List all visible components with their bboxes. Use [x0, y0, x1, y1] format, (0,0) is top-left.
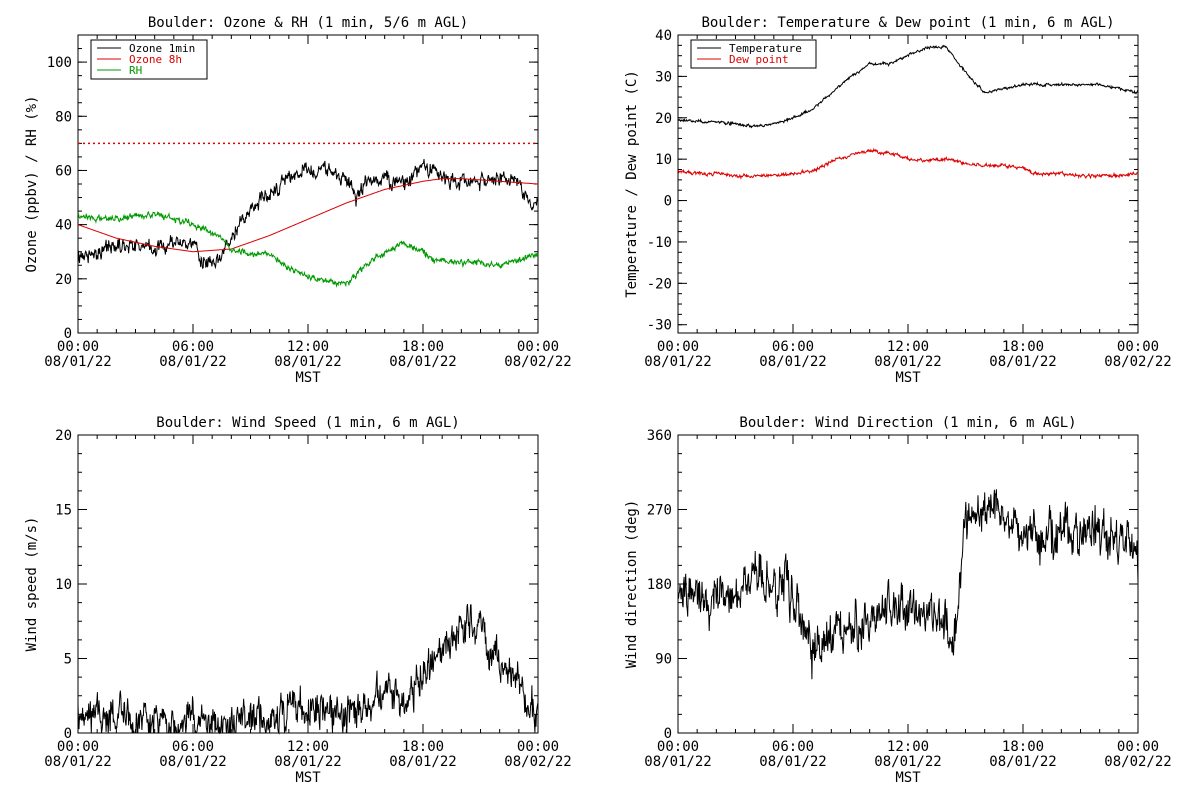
x-tick-label-time: 00:00 [57, 339, 99, 355]
x-tick-label-time: 00:00 [57, 739, 99, 755]
y-axis-label: Wind speed (m/s) [24, 517, 40, 652]
legend-label: RH [129, 64, 142, 77]
x-tick-label-time: 12:00 [287, 739, 329, 755]
x-tick-label-date: 08/01/22 [874, 754, 941, 770]
y-tick-label: -10 [647, 235, 672, 251]
series-line-data [77, 603, 539, 735]
y-tick-label: 20 [55, 428, 72, 444]
y-tick-label: 30 [655, 69, 672, 85]
ozone-rh-panel: Boulder: Ozone & RH (1 min, 5/6 m AGL) 0 2… [24, 15, 572, 386]
x-tick-label-date: 08/01/22 [159, 354, 226, 370]
legend-label: Ozone 8h [129, 53, 182, 66]
y-tick-label: 15 [55, 503, 72, 519]
y-tick-label: 60 [55, 163, 72, 179]
y-tick-label: -30 [647, 318, 672, 334]
x-tick-label-time: 06:00 [172, 739, 214, 755]
x-axis-label: MST [895, 770, 921, 786]
y-tick-label: 20 [55, 272, 72, 288]
x-tick-label-date: 08/01/22 [874, 354, 941, 370]
x-tick-label-time: 00:00 [517, 739, 559, 755]
y-tick-label: 0 [664, 194, 672, 210]
x-tick-label-time: 12:00 [287, 339, 329, 355]
x-tick-label-time: 12:00 [887, 739, 929, 755]
plot-frame [77, 434, 539, 734]
y-axis-label: Ozone (ppbv) / RH (%) [24, 95, 40, 272]
legend-label: Dew point [729, 53, 789, 66]
x-tick-label-date: 08/02/22 [504, 354, 571, 370]
y-tick-label: 10 [655, 152, 672, 168]
x-tick-label-time: 00:00 [1117, 339, 1159, 355]
y-tick-label: 10 [55, 577, 72, 593]
chart-title: Boulder: Ozone & RH (1 min, 5/6 m AGL) [148, 15, 468, 31]
series-line-dew-point [677, 147, 1139, 181]
wind-speed-panel: Boulder: Wind Speed (1 min, 6 m AGL) 0 5 10… [24, 415, 572, 786]
x-tick-label-date: 08/01/22 [274, 354, 341, 370]
x-tick-label-time: 12:00 [887, 339, 929, 355]
y-axis-label: Wind direction (deg) [624, 500, 640, 669]
x-tick-label-time: 06:00 [172, 339, 214, 355]
y-tick-label: 0 [64, 726, 72, 742]
x-tick-label-date: 08/02/22 [1104, 354, 1171, 370]
y-tick-label: 0 [64, 326, 72, 342]
series-line-ozone-1min [77, 158, 539, 270]
y-axis-label: Temperature / Dew point (C) [624, 70, 640, 298]
x-tick-label-time: 00:00 [517, 339, 559, 355]
x-tick-label-date: 08/01/22 [44, 354, 111, 370]
legend-label: Temperature [729, 42, 802, 55]
legend-label: Ozone 1min [129, 42, 195, 55]
series-line-ozone-8h [77, 178, 538, 253]
x-tick-label-time: 06:00 [772, 339, 814, 355]
x-tick-label-date: 08/02/22 [1104, 754, 1171, 770]
x-tick-label-date: 08/01/22 [644, 354, 711, 370]
x-tick-label-time: 00:00 [657, 739, 699, 755]
x-tick-label-date: 08/01/22 [759, 754, 826, 770]
x-tick-label-date: 08/01/22 [44, 754, 111, 770]
y-tick-label: 40 [55, 218, 72, 234]
x-tick-label-date: 08/02/22 [504, 754, 571, 770]
x-tick-label-time: 18:00 [1002, 739, 1044, 755]
x-tick-label-date: 08/01/22 [989, 754, 1056, 770]
legend-box [690, 39, 817, 69]
x-axis-label: MST [295, 770, 321, 786]
x-tick-label-time: 00:00 [1117, 739, 1159, 755]
y-tick-label: 0 [664, 726, 672, 742]
plot-frame [677, 434, 1139, 734]
series-line-temperature [677, 44, 1139, 129]
chart-title: Boulder: Wind Speed (1 min, 6 m AGL) [156, 415, 459, 431]
series-line-rh [77, 210, 539, 288]
x-axis-label: MST [895, 370, 921, 386]
y-tick-label: 40 [655, 28, 672, 44]
y-tick-label: 100 [47, 55, 72, 71]
plot-frame [677, 34, 1139, 334]
x-tick-label-date: 08/01/22 [759, 354, 826, 370]
chart-title: Boulder: Temperature & Dew point (1 min,… [701, 15, 1114, 31]
temp-dew-panel: Boulder: Temperature & Dew point (1 min,… [624, 15, 1172, 386]
y-tick-label: 5 [64, 652, 72, 668]
y-tick-label: -20 [647, 276, 672, 292]
x-tick-label-date: 08/01/22 [274, 754, 341, 770]
y-tick-label: 80 [55, 109, 72, 125]
series-line-data [677, 489, 1139, 680]
wind-direction-panel: Boulder: Wind Direction (1 min, 6 m AGL)… [624, 415, 1172, 786]
y-tick-label: 360 [647, 428, 672, 444]
x-tick-label-time: 18:00 [402, 339, 444, 355]
y-tick-label: 270 [647, 503, 672, 519]
x-axis-label: MST [295, 370, 321, 386]
x-tick-label-time: 06:00 [772, 739, 814, 755]
x-tick-label-date: 08/01/22 [389, 754, 456, 770]
x-tick-label-date: 08/01/22 [644, 754, 711, 770]
y-tick-label: 180 [647, 577, 672, 593]
x-tick-label-date: 08/01/22 [989, 354, 1056, 370]
x-tick-label-time: 18:00 [1002, 339, 1044, 355]
chart-title: Boulder: Wind Direction (1 min, 6 m AGL) [739, 415, 1076, 431]
x-tick-label-date: 08/01/22 [389, 354, 456, 370]
x-tick-label-time: 18:00 [402, 739, 444, 755]
y-tick-label: 90 [655, 652, 672, 668]
y-tick-label: 20 [655, 111, 672, 127]
x-tick-label-time: 00:00 [657, 339, 699, 355]
x-tick-label-date: 08/01/22 [159, 754, 226, 770]
